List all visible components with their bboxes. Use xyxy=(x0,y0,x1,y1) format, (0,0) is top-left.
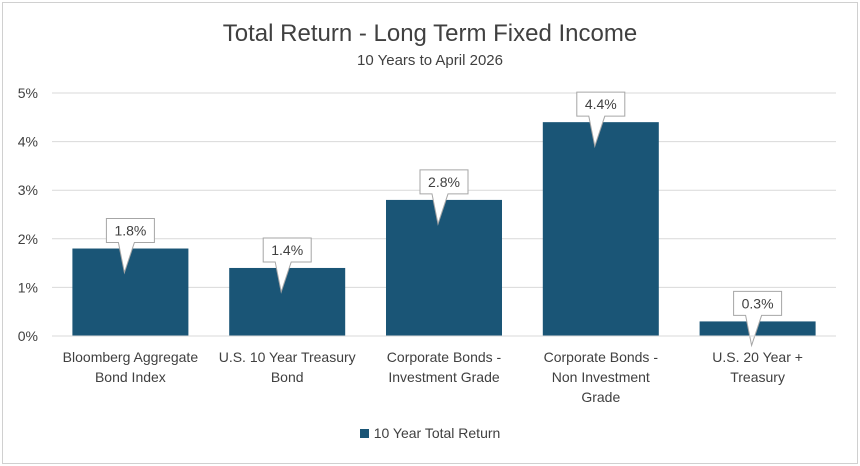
data-label-callout xyxy=(733,290,783,348)
data-label-callout xyxy=(105,218,155,275)
x-category-label: Bond xyxy=(271,369,304,385)
x-category-label: Grade xyxy=(581,389,620,405)
x-category-label: Bloomberg Aggregate xyxy=(63,349,199,365)
data-label: 1.8% xyxy=(114,223,146,239)
x-category-label: Corporate Bonds - xyxy=(544,349,659,365)
data-label: 4.4% xyxy=(585,96,617,112)
y-tick-label: 4% xyxy=(18,134,38,150)
x-category-label: Treasury xyxy=(730,369,785,385)
chart-subtitle: 10 Years to April 2026 xyxy=(357,52,503,69)
x-category-label: U.S. 10 Year Treasury xyxy=(219,349,356,365)
y-tick-label: 3% xyxy=(18,182,38,198)
data-label: 2.8% xyxy=(428,174,460,190)
chart-title: Total Return - Long Term Fixed Income xyxy=(222,20,638,47)
data-label-callout xyxy=(419,169,469,226)
bar xyxy=(386,199,502,336)
data-label: 0.3% xyxy=(742,295,774,311)
y-tick-label: 2% xyxy=(18,231,38,247)
x-category-label: U.S. 20 Year + xyxy=(712,349,803,365)
y-tick-label: 0% xyxy=(18,328,38,344)
x-category-label: Corporate Bonds - xyxy=(387,349,502,365)
bar xyxy=(229,267,346,336)
data-label-callout xyxy=(576,91,626,149)
x-category-label: Non Investment xyxy=(552,369,650,385)
y-tick-label: 1% xyxy=(18,279,38,295)
x-category-label: Investment Grade xyxy=(388,369,499,385)
legend: 10 Year Total Return xyxy=(0,425,860,441)
x-category-label: Bond Index xyxy=(95,369,166,385)
legend-label: 10 Year Total Return xyxy=(373,425,501,441)
data-label-callout xyxy=(262,237,312,294)
legend-swatch xyxy=(359,429,369,438)
y-tick-label: 5% xyxy=(18,85,38,101)
data-label: 1.4% xyxy=(271,242,303,258)
bar xyxy=(72,248,189,336)
bar xyxy=(542,122,659,336)
